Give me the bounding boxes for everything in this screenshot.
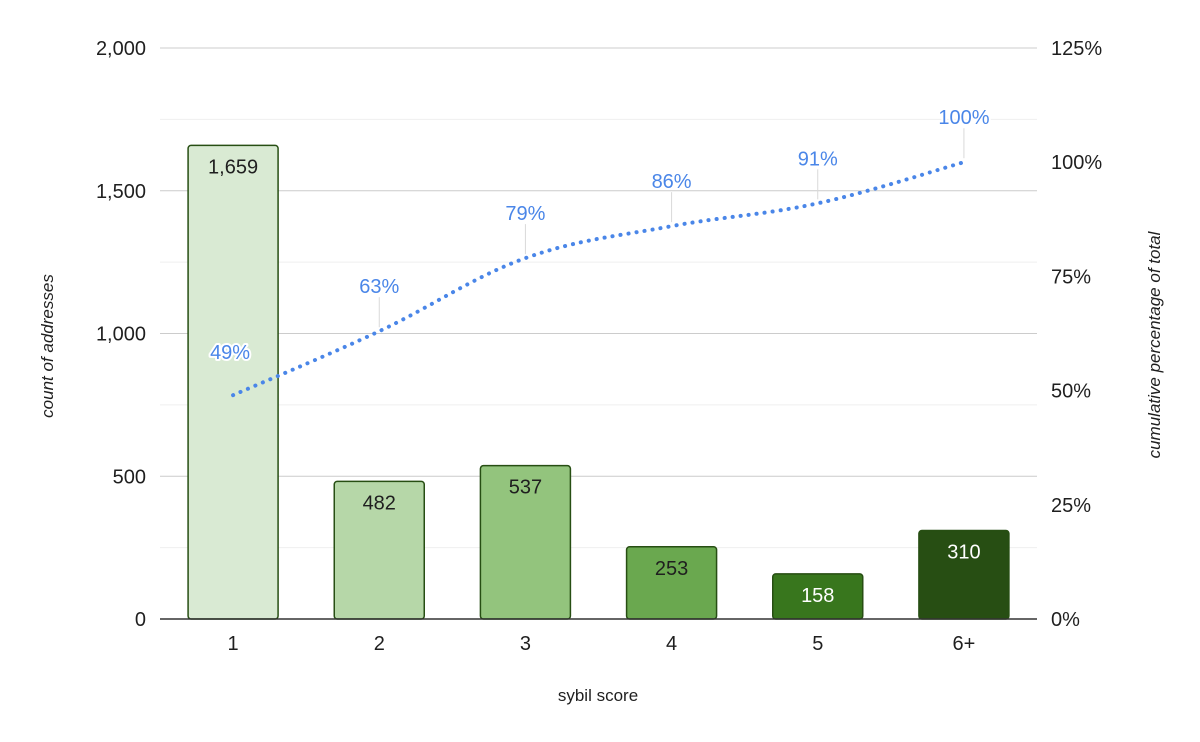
pct-value-label: 100% [938, 107, 989, 129]
x-tick-label: 5 [812, 633, 823, 655]
y2-tick-label: 50% [1051, 381, 1091, 403]
y-tick-label: 2,000 [96, 38, 146, 60]
y2-tick-label: 125% [1051, 38, 1102, 60]
pct-value-label: 91% [798, 148, 838, 170]
cumulative-series-line [231, 160, 966, 398]
pct-value-label: 63% [359, 276, 399, 298]
y-axis-title: count of addresses [38, 274, 57, 418]
bar-value-label: 1,659 [208, 156, 258, 178]
data-labels: 1,659 482 537 253 158 310 49% 63% 79% 86% 91% 100% [208, 105, 992, 607]
y-tick-label: 1,500 [96, 181, 146, 203]
x-tick-label: 2 [374, 633, 385, 655]
x-tick-label: 3 [520, 633, 531, 655]
y2-tick-label: 0% [1051, 609, 1080, 631]
bar-value-label: 158 [801, 585, 834, 607]
y2-tick-label: 25% [1051, 495, 1091, 517]
pct-value-label: 86% [652, 171, 692, 193]
bar-value-label: 253 [655, 558, 688, 580]
cumulative-line [231, 160, 966, 398]
y-tick-label: 500 [113, 466, 146, 488]
x-tick-label: 1 [228, 633, 239, 655]
y2-tick-label: 75% [1051, 266, 1091, 288]
x-tick-label: 4 [666, 633, 677, 655]
bar-value-label: 310 [947, 541, 980, 563]
x-axis-title: sybil score [558, 686, 638, 705]
bar-value-label: 537 [509, 477, 542, 499]
y-tick-label: 1,000 [96, 324, 146, 346]
pct-value-label: 49% [210, 342, 250, 364]
gridlines [160, 47, 1037, 549]
y-tick-label: 0 [135, 609, 146, 631]
bar-value-label: 482 [363, 492, 396, 514]
axis-ticks: 0 500 1,000 1,500 2,000 0% 25% 50% 75% 100% 125% 1 2… [96, 38, 1102, 655]
pct-value-label: 79% [505, 203, 545, 225]
y2-axis-title: cumulative percentage of total [1145, 230, 1164, 458]
x-tick-label: 6+ [953, 633, 976, 655]
y2-tick-label: 100% [1051, 152, 1102, 174]
